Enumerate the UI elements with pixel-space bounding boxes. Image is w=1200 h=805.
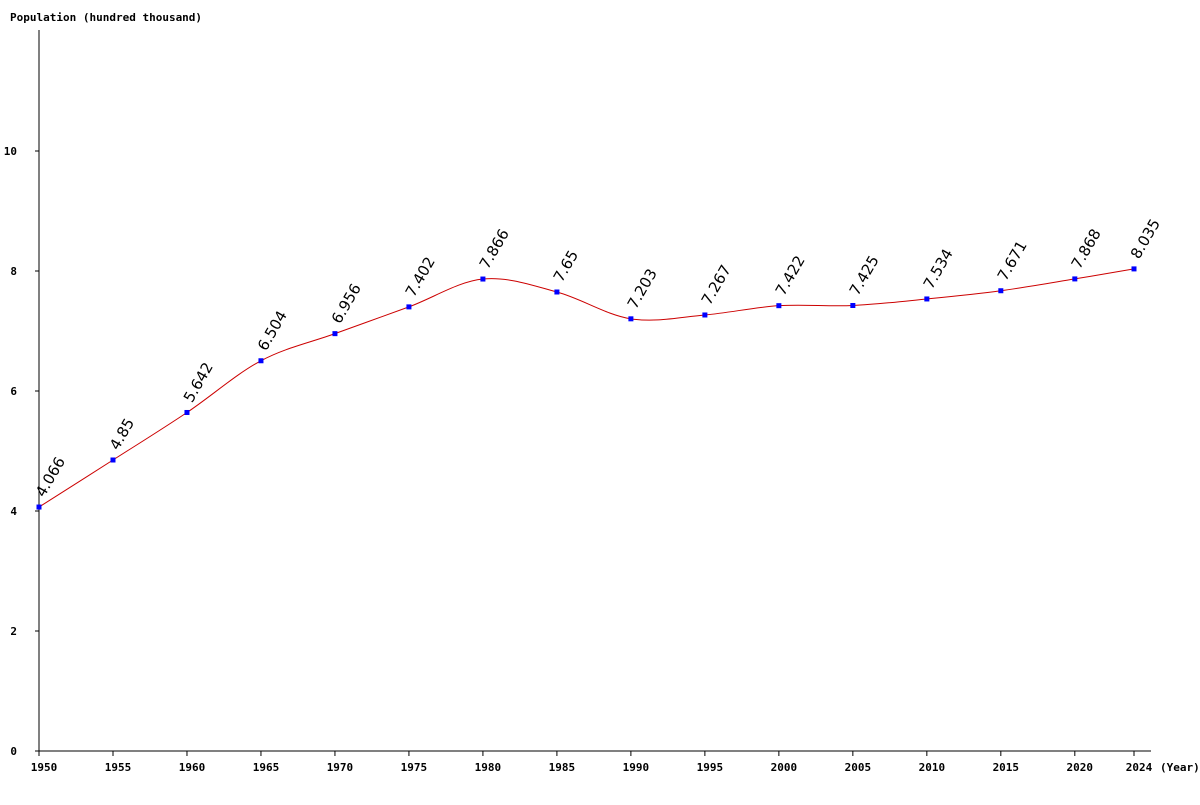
x-tick-label: 1990 [623, 761, 650, 774]
data-label: 7.534 [920, 246, 957, 292]
x-tick-label: 2000 [771, 761, 798, 774]
y-tick-label: 6 [10, 385, 17, 398]
data-point [1131, 266, 1137, 272]
x-tick-label: 2024 [1126, 761, 1153, 774]
x-tick-label: 1995 [697, 761, 724, 774]
y-tick-label: 0 [10, 745, 17, 758]
data-label: 4.066 [32, 454, 69, 500]
data-point [36, 504, 42, 510]
data-point [258, 358, 264, 364]
y-ticks: 0 2 4 6 8 10 [4, 145, 39, 758]
data-point [776, 303, 782, 309]
x-tick-label: 2015 [993, 761, 1020, 774]
x-tick-label: 1950 [31, 761, 58, 774]
data-label: 7.671 [994, 238, 1031, 284]
data-point [184, 409, 190, 415]
data-point [1072, 276, 1078, 282]
x-tick-label: 2010 [919, 761, 946, 774]
y-axis-title: Population (hundred thousand) [10, 11, 202, 24]
x-ticks: 1950 1955 1960 1965 1970 1975 1980 1985 1990 1995… [31, 751, 1153, 774]
x-tick-label: 1970 [327, 761, 354, 774]
data-label: 7.866 [476, 226, 513, 272]
y-tick-label: 2 [10, 625, 17, 638]
data-label: 6.504 [254, 308, 291, 354]
series-line [38, 268, 1135, 508]
data-label: 5.642 [180, 359, 217, 405]
y-tick-label: 10 [4, 145, 17, 158]
data-point [110, 457, 116, 463]
data-label: 7.267 [698, 262, 735, 308]
data-label: 7.422 [772, 252, 809, 298]
data-point [406, 304, 412, 310]
data-point [480, 276, 486, 282]
data-label: 7.203 [624, 266, 661, 312]
data-point [628, 316, 634, 322]
y-tick-label: 8 [10, 265, 17, 278]
data-point [702, 312, 708, 318]
x-tick-label: 2020 [1067, 761, 1094, 774]
y-tick-label: 4 [10, 505, 17, 518]
data-label: 7.402 [402, 254, 439, 300]
data-point [924, 296, 930, 302]
data-label: 6.956 [328, 280, 365, 326]
x-tick-label: 1980 [475, 761, 502, 774]
data-point [332, 331, 338, 337]
x-tick-label: 1985 [549, 761, 576, 774]
data-label: 7.425 [846, 252, 883, 298]
x-tick-label: 1955 [105, 761, 132, 774]
data-point [850, 303, 856, 308]
data-label: 7.65 [550, 247, 582, 285]
data-label: 7.868 [1068, 226, 1105, 272]
data-point [554, 289, 560, 295]
data-point [998, 288, 1004, 294]
x-tick-label: 2005 [845, 761, 872, 774]
x-tick-label: 1975 [401, 761, 428, 774]
data-label: 8.035 [1127, 216, 1164, 262]
x-tick-label: 1965 [253, 761, 280, 774]
x-tick-label: 1960 [179, 761, 206, 774]
x-axis-title: (Year) [1160, 761, 1200, 774]
data-points [36, 266, 1137, 510]
